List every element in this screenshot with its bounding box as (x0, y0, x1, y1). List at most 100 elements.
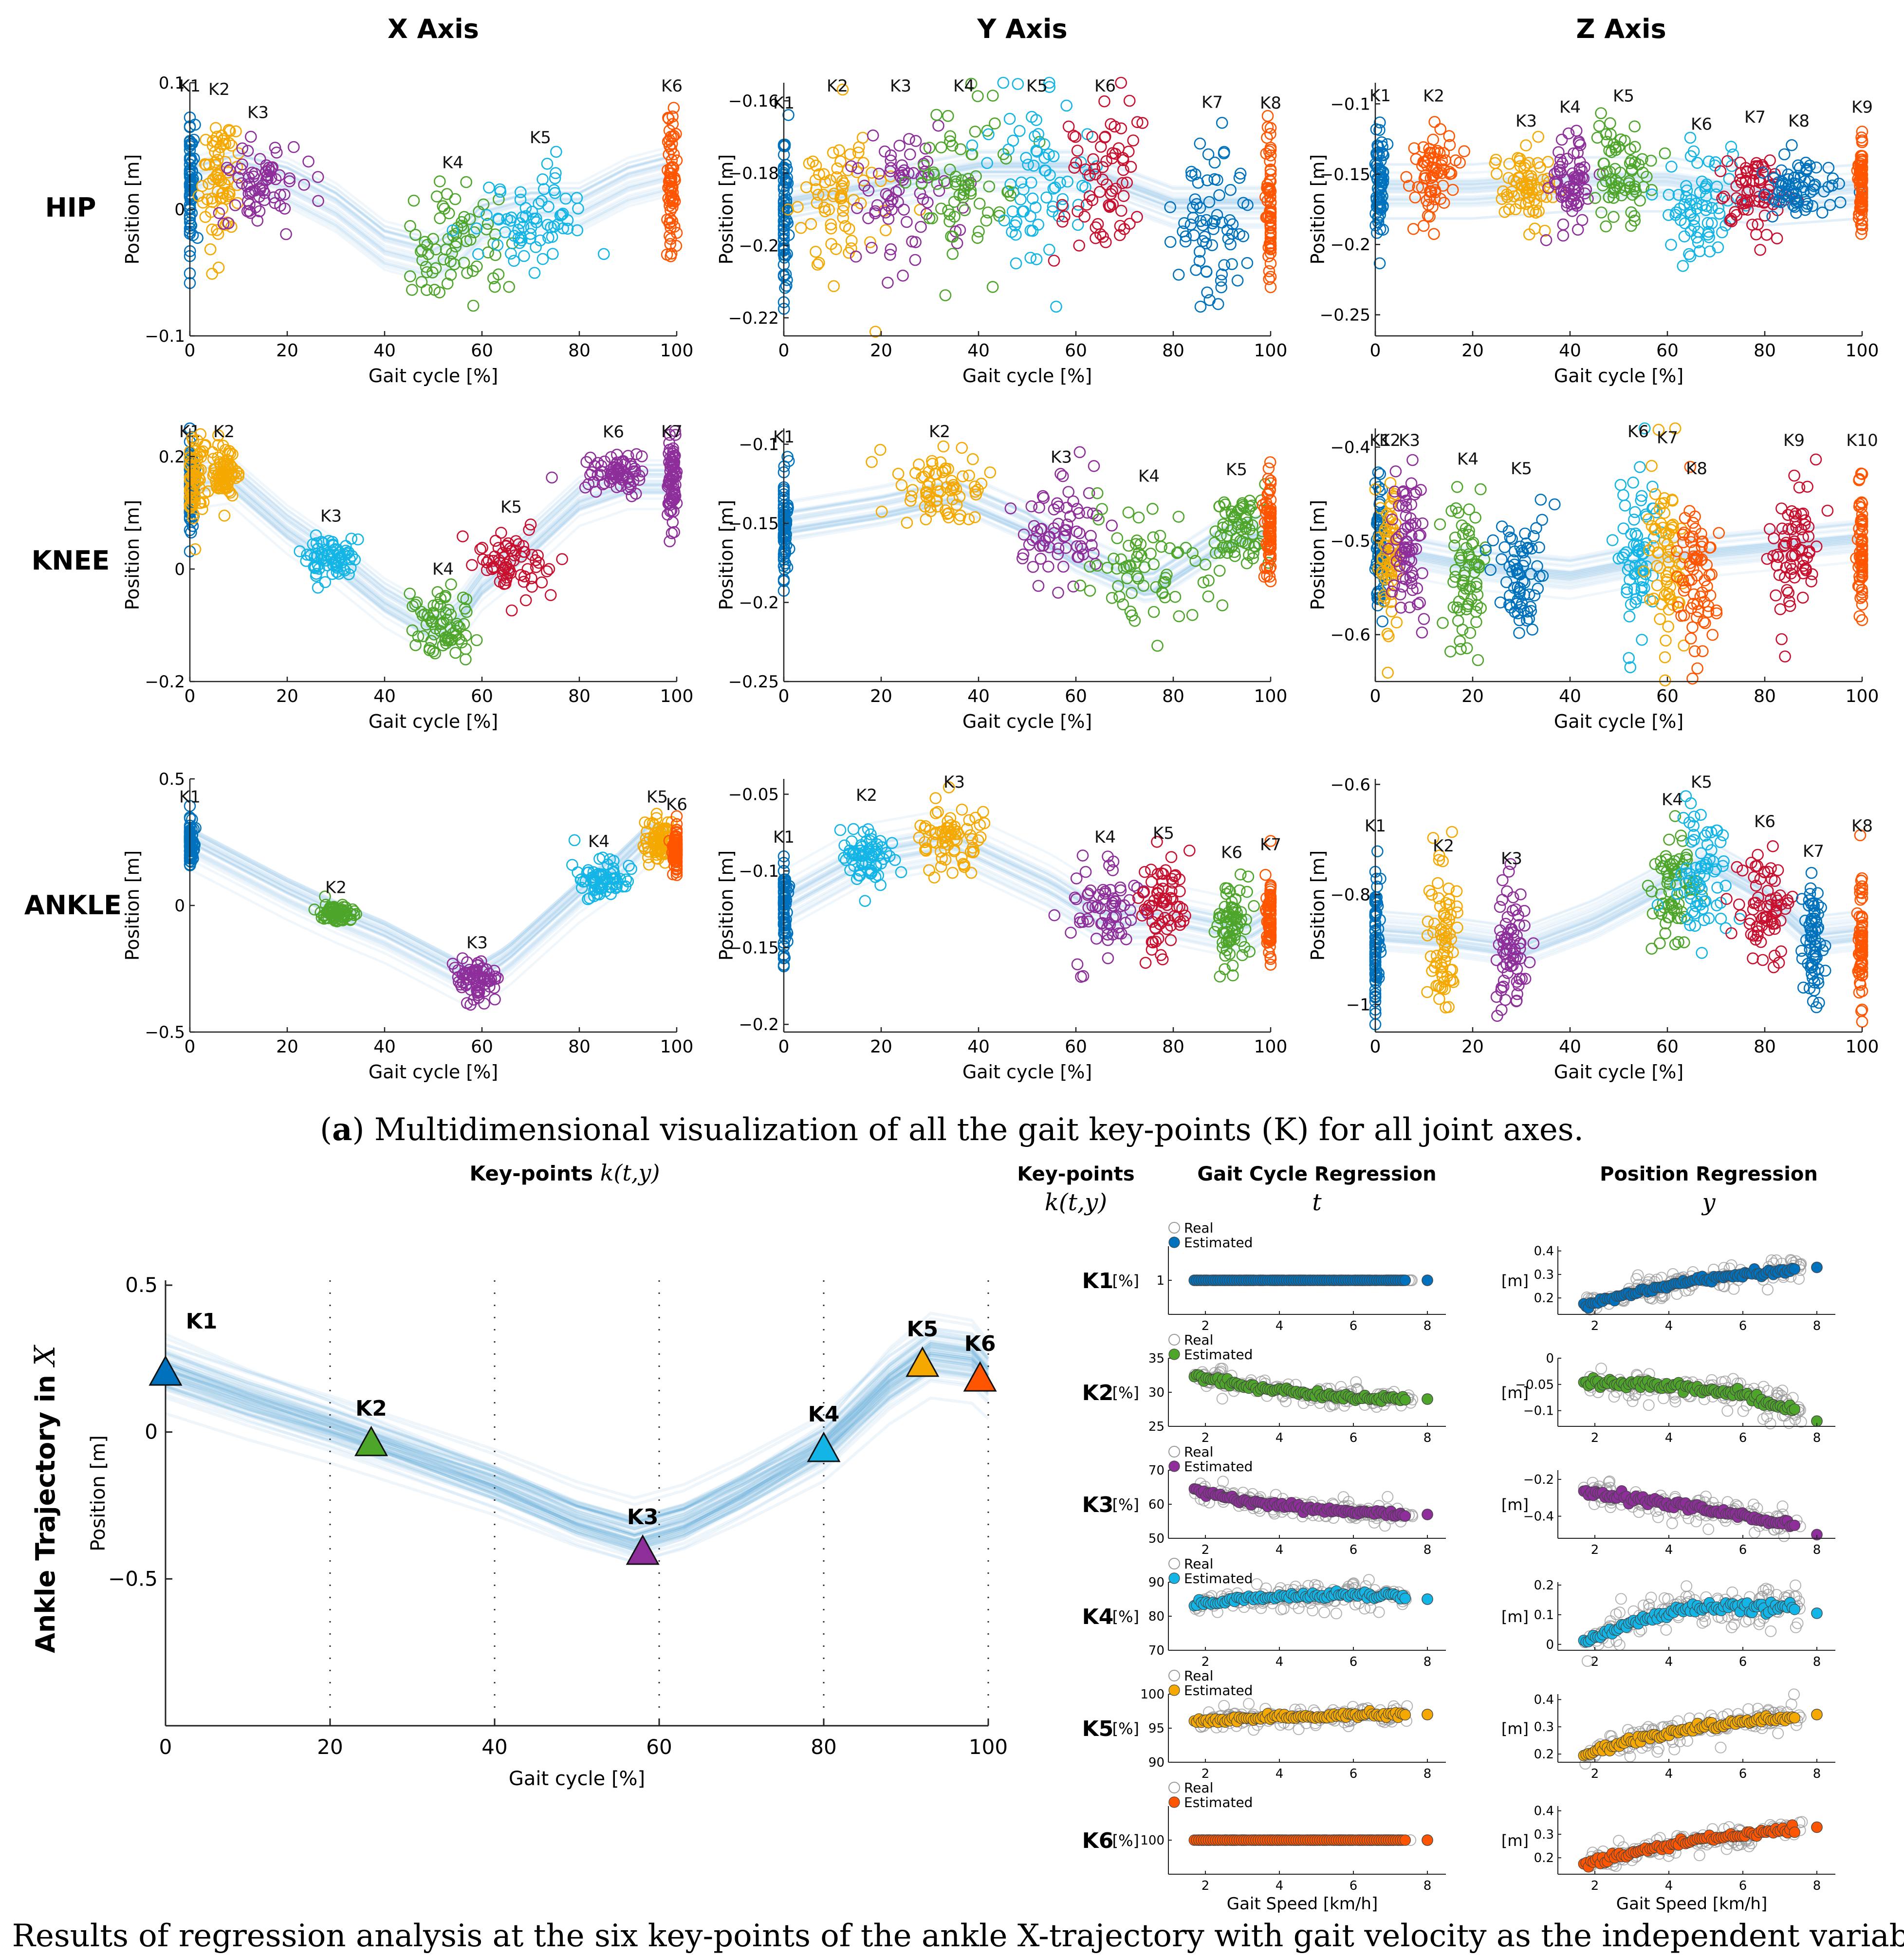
keypoint-point (1595, 206, 1608, 219)
keypoint-point (946, 248, 959, 260)
keypoint-point (526, 205, 538, 218)
keypoint-point (246, 166, 259, 179)
keypoint-point (1123, 539, 1135, 552)
keypoint-point (1677, 259, 1689, 272)
keypoint-point (1264, 155, 1276, 167)
x-tick-label: 60 (1656, 341, 1679, 361)
keypoint-point (404, 270, 416, 282)
keypoint-point (812, 188, 825, 201)
keypoint-point (1006, 205, 1019, 218)
keypoint-point (1418, 172, 1431, 185)
keypoint-point (1515, 178, 1528, 190)
keypoint-point (887, 193, 899, 205)
keypoint-point (1103, 201, 1116, 213)
keypoint-point (249, 201, 262, 214)
keypoint-point (1010, 257, 1022, 270)
keypoint-point (1674, 203, 1686, 215)
x-tick-label: 80 (1162, 1037, 1184, 1057)
keypoint-point (1370, 160, 1383, 172)
keypoint-point (236, 142, 248, 155)
keypoint-k5: K5 (446, 128, 610, 279)
x-axis-label: Gait cycle [%] (1554, 711, 1683, 732)
keypoint-point (460, 653, 472, 665)
keypoint-point (1724, 214, 1737, 226)
keypoint-point (831, 162, 843, 175)
keypoint-point (1421, 986, 1433, 998)
keypoint-point (1604, 166, 1616, 178)
y-tick-label: −0.4 (1330, 438, 1370, 458)
keypoint-point (312, 171, 324, 183)
keypoint-point (251, 214, 264, 227)
keypoint-point (1710, 188, 1722, 201)
keypoint-point (1264, 247, 1277, 259)
keypoint-point (885, 195, 897, 207)
keypoint-point (1216, 216, 1228, 229)
keypoint-point (1703, 245, 1716, 258)
x-axis-label: Gait cycle [%] (962, 365, 1092, 387)
keypoint-point (1169, 590, 1182, 603)
keypoint-point (1073, 240, 1086, 252)
keypoint-point (1073, 446, 1086, 459)
keypoint-point (909, 254, 922, 266)
keypoint-point (1713, 207, 1726, 220)
keypoint-point (1264, 456, 1276, 468)
keypoint-point (846, 235, 858, 247)
keypoint-point (429, 243, 442, 256)
keypoint-point (817, 168, 830, 181)
keypoint-point (922, 196, 934, 209)
keypoint-point (446, 247, 458, 259)
keypoint-point (489, 249, 501, 261)
keypoint-point (893, 139, 906, 152)
keypoint-point (780, 196, 793, 209)
keypoint-point (1187, 229, 1200, 241)
keypoint-point (1659, 674, 1671, 687)
keypoint-point (1115, 122, 1128, 134)
keypoint-point (930, 109, 943, 121)
keypoint-point (1094, 141, 1107, 153)
keypoint-label: K5 (647, 787, 668, 807)
keypoint-point (837, 200, 850, 212)
x-tick-label: 20 (1461, 341, 1484, 361)
keypoint-point (204, 243, 217, 256)
keypoint-point (446, 224, 459, 237)
trajectory-band (189, 144, 674, 284)
keypoint-point (1234, 868, 1247, 881)
x-tick-label: 100 (1254, 341, 1288, 361)
keypoint-point (1050, 300, 1062, 313)
trajectory-line (1375, 179, 1859, 196)
keypoint-point (1714, 165, 1727, 177)
x-tick-label: 80 (1754, 341, 1776, 361)
keypoint-point (236, 158, 248, 171)
x-tick-label: 80 (568, 1037, 591, 1057)
keypoint-point (528, 212, 540, 225)
keypoint-label: K2 (1433, 836, 1454, 856)
keypoint-label: K3 (1399, 431, 1420, 450)
x-tick-label: 20 (870, 686, 892, 706)
keypoint-point (661, 248, 673, 261)
keypoint-point (1372, 185, 1385, 197)
keypoint-point (1718, 190, 1730, 203)
keypoint-point (1437, 617, 1449, 629)
keypoint-point (1433, 147, 1446, 159)
keypoint-point (1123, 94, 1136, 107)
x-tick-label: 100 (1846, 341, 1879, 361)
keypoint-k8: K8 (1259, 93, 1281, 294)
y-tick-label: −0.25 (728, 672, 779, 692)
keypoint-k4: K4 (899, 76, 1046, 301)
keypoint-point (1436, 154, 1448, 167)
keypoint-point (898, 164, 910, 177)
keypoint-point (1434, 123, 1446, 135)
keypoint-point (1097, 231, 1109, 243)
keypoint-point (524, 232, 536, 245)
keypoint-point (1752, 218, 1764, 231)
keypoint-point (1623, 175, 1636, 187)
keypoint-point (1678, 639, 1690, 652)
keypoint-point (457, 530, 469, 543)
keypoint-point (938, 175, 951, 187)
keypoint-point (1202, 148, 1215, 161)
keypoint-point (554, 209, 567, 221)
keypoint-point (1416, 626, 1428, 639)
keypoint-point (903, 133, 915, 145)
keypoint-point (1532, 130, 1545, 143)
